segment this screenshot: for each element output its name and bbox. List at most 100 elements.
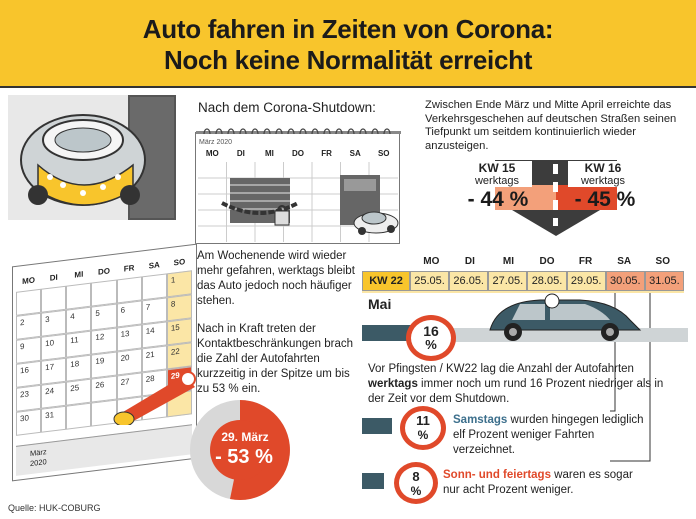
kw22-date-fr: 29.05. [566,271,606,291]
kw22-date-do: 28.05. [527,271,567,291]
open-garage-car-icon [336,171,400,239]
kw15-block: KW 15 werktags [462,161,532,187]
intro-text: Zwischen Ende März und Mitte April errei… [425,99,677,152]
march-day-cell: 6 [116,300,142,328]
march-day-cell: 15 [166,318,192,346]
kw22-date-row: KW 22 25.05. 26.05. 27.05. 28.05. 29.05.… [362,271,684,293]
march-day-cell: 7 [141,297,167,325]
march-day-cell: 5 [91,303,117,331]
road-car-illustration [420,290,688,345]
garage-car-illustration [8,95,176,220]
samstags-text-bold: Samstags [453,414,508,426]
header-banner: Auto fahren in Zeiten von Corona: Noch k… [0,0,696,88]
march-day-cell: 9 [16,336,42,364]
sonntags-value: 8 [412,469,420,484]
kw22-date-sa: 30.05. [605,271,645,291]
march-day-cell: 1 [166,270,192,298]
werktags-text-bold: werktags [368,378,418,390]
title-line-1: Auto fahren in Zeiten von Corona: [142,14,554,44]
kw22-weekday-mi: MI [502,256,514,267]
kw22-date-mi: 27.05. [488,271,528,291]
march-calendar: MO DI MI DO FR SA SO 1 2 3 4 5 6 7 8 9 10 11 12 13 14… [12,243,197,482]
march-day-cell: 10 [41,333,67,361]
sonntags-unit: % [410,484,422,498]
kw22-weekday-di: DI [464,256,475,267]
sonntags-bar [362,473,384,489]
sonntags-text-after: waren es sogar nur acht Prozent weniger. [443,469,633,496]
weekend-caption: Am Wochenende wird wieder mehr gefahren,… [197,250,355,307]
march-day-cell: 12 [91,327,117,355]
weekday-di: DI [236,149,245,158]
samstags-unit: % [417,428,429,442]
march-day-cell: 23 [16,384,42,412]
march-day-cell [91,279,117,307]
march-day-cell [141,273,167,301]
kw22-month: Mai [368,296,392,312]
march-day-cell: 25 [66,378,92,406]
werktags-text-after: immer noch um rund 16 Prozent niedriger … [368,378,664,405]
kw16-label: KW 16 [568,161,638,175]
march-day-cell [66,282,92,310]
march-day-cell [16,288,42,316]
samstags-text-after: wurden hingegen lediglich elf Prozent we… [453,414,644,456]
march-day-cell: 24 [41,381,67,409]
march-day-cell: 2 [16,312,42,340]
samstags-badge: 11 % [400,406,446,450]
werktags-badge: 16 % [406,315,456,361]
march-day-cell: 4 [66,306,92,334]
march-day-cell: 17 [41,357,67,385]
weekday-mi: MI [265,149,274,158]
kw16-sub: werktags [568,175,638,187]
weekday-so: SO [377,149,390,158]
source-note: Quelle: HUK-COBURG [8,503,101,513]
weekday-fr: FR [321,149,332,158]
title-line-2: Noch keine Normalität erreicht [163,45,533,75]
kw16-value: - 45 % [574,188,636,211]
kw22-weekday-fr: FR [578,256,593,267]
march29-pointer [110,365,200,427]
shutdown-heading: Nach dem Corona-Shutdown: [198,100,376,115]
kw22-date-mo: 25.05. [410,271,450,291]
march-day-cell [116,276,142,304]
kw15-value: - 44 % [467,188,529,211]
kw22-weekday-so: SO [655,256,670,267]
samstags-text: Samstags wurden hingegen lediglich elf P… [453,413,653,458]
kw22-label: KW 22 [362,271,410,291]
weekday-do: DO [292,149,305,158]
march-day-cell: 16 [16,360,42,388]
kw22-weekday-row: MO DI MI DO FR SA SO [412,256,682,267]
kw15-label: KW 15 [462,161,532,175]
march-day-cell [41,285,67,313]
weekday-sa: SA [349,149,361,158]
march-day-cell: 14 [141,321,167,349]
kw22-weekday-sa: SA [617,256,632,267]
spiral-binding [196,123,401,137]
weekday-mo: MO [205,149,219,158]
march-day-cell [66,402,92,430]
samstags-bar [362,418,392,434]
march-footer-year: 2020 [30,457,47,469]
march-day-cell: 18 [66,354,92,382]
werktags-text: Vor Pfingsten / KW22 lag die Anzahl der … [368,362,683,407]
march-day-cell: 30 [16,408,42,436]
kw15-sub: werktags [462,175,532,187]
werktags-text-before: Vor Pfingsten / KW22 lag die Anzahl der … [368,363,634,375]
werktags-bar [362,325,420,341]
kw16-block: KW 16 werktags [568,161,638,187]
sonntags-text: Sonn- und feiertags waren es sogar nur a… [443,468,648,498]
sonntags-badge: 8 % [394,462,438,504]
kontakt-text: Nach in Kraft treten der Kontaktbeschrän… [197,323,353,395]
march29-date: 29. März [221,430,269,444]
werktags-unit: % [425,337,437,352]
sonntags-text-bold: Sonn- und feiertags [443,469,551,481]
samstags-value: 11 [416,413,430,428]
chained-garage-icon [220,173,300,233]
calendar-month-label: März 2020 [199,139,233,146]
march-day-cell: 11 [66,330,92,358]
calendar-weekday-row: MO DI MI DO FR SA SO [198,149,398,161]
march-day-cell: 31 [41,405,67,433]
march-day-cell: 8 [166,294,192,322]
kw22-weekday-mo: MO [423,256,440,267]
kw22-weekday-do: DO [539,256,555,267]
march-day-cell: 3 [41,309,67,337]
